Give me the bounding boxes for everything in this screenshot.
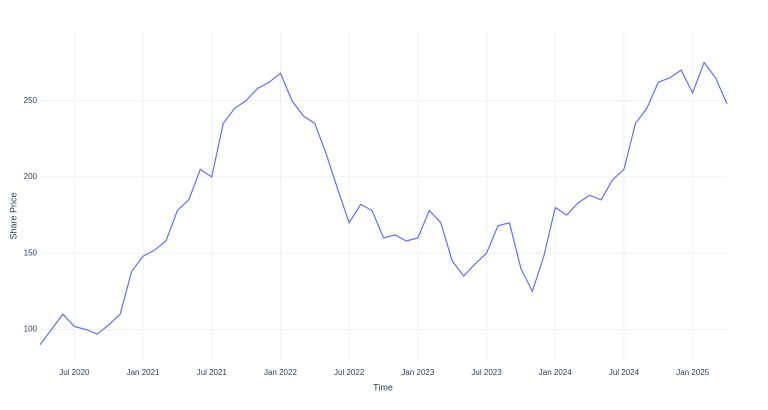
y-tick-label: 100 (24, 325, 38, 334)
x-axis-title: Time (373, 382, 393, 392)
x-tick-label: Jan 2021 (127, 368, 160, 377)
x-tick-label: Jan 2023 (401, 368, 434, 377)
x-tick-label: Jan 2024 (539, 368, 572, 377)
x-tick-label: Jan 2025 (676, 368, 709, 377)
x-tick-label: Jul 2023 (471, 368, 502, 377)
y-tick-label: 200 (24, 172, 38, 181)
x-tick-label: Jul 2024 (609, 368, 640, 377)
x-tick-label: Jan 2022 (264, 368, 297, 377)
x-tick-label: Jul 2021 (197, 368, 228, 377)
y-tick-label: 250 (24, 96, 38, 105)
line-series (39, 61, 728, 346)
x-tick-label: Jul 2022 (334, 368, 365, 377)
x-tick-label: Jul 2020 (59, 368, 90, 377)
y-tick-label: 150 (24, 248, 38, 257)
y-axis-title: Share Price (8, 192, 18, 239)
